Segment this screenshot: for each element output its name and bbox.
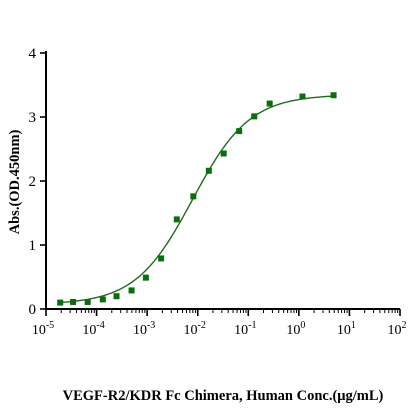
y-tick-label: 0 xyxy=(29,302,37,318)
data-point xyxy=(251,113,258,120)
data-point xyxy=(299,93,306,100)
data-point xyxy=(113,293,120,300)
data-point xyxy=(142,274,149,281)
y-axis-title: Abs.(OD.450nm) xyxy=(7,129,23,234)
x-tick-label: 10-4 xyxy=(82,320,104,338)
data-point xyxy=(128,287,135,294)
data-point xyxy=(330,92,337,99)
data-point xyxy=(84,298,91,305)
axes-layer: 0 1 2 3 4 10-5 10-4 10-3 10-2 10-1 100 101 102 xyxy=(29,46,407,338)
y-tick-label: 2 xyxy=(29,174,37,190)
data-point xyxy=(266,100,273,107)
y-tick-label: 1 xyxy=(29,238,37,254)
data-points-layer xyxy=(57,92,337,306)
data-point xyxy=(205,167,212,174)
x-tick-label: 102 xyxy=(388,320,407,338)
data-point xyxy=(173,216,180,223)
y-tick-label: 3 xyxy=(29,110,37,126)
x-tick-label: 10-5 xyxy=(32,320,54,338)
fit-curve-layer xyxy=(59,95,335,304)
data-point xyxy=(99,296,106,303)
x-tick-label: 10-2 xyxy=(184,320,206,338)
x-axis-title: VEGF-R2/KDR Fc Chimera, Human Conc.(μg/m… xyxy=(63,388,384,404)
x-tick-label: 100 xyxy=(286,320,305,338)
x-tick-label: 10-3 xyxy=(133,320,155,338)
data-point xyxy=(190,193,197,200)
data-point xyxy=(236,128,243,135)
data-point xyxy=(70,298,77,305)
y-tick-label: 4 xyxy=(29,46,37,62)
data-point xyxy=(158,255,165,262)
data-point xyxy=(57,299,64,306)
x-tick-label: 10-1 xyxy=(234,320,256,338)
fit-curve xyxy=(59,95,335,304)
x-tick-label: 101 xyxy=(337,320,356,338)
data-point xyxy=(220,150,227,157)
